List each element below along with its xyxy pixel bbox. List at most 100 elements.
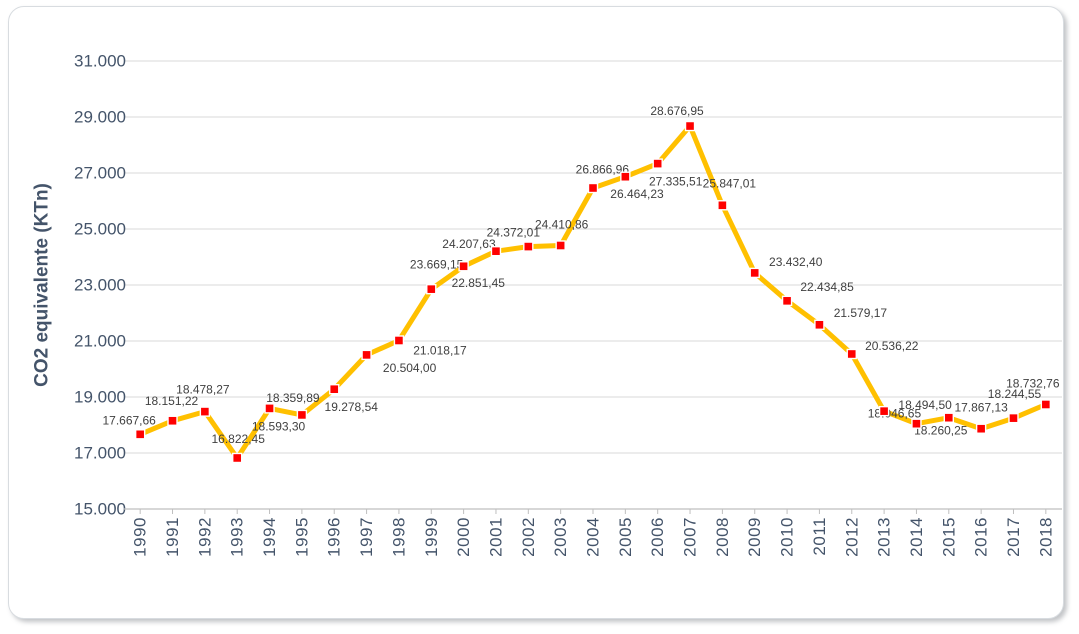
y-axis-tick-label-29.000: 29.000 — [74, 108, 126, 127]
y-axis-tick-label-23.000: 23.000 — [74, 276, 126, 295]
x-axis-tick-label-2013: 2013 — [875, 517, 894, 557]
x-axis-tick-label-2016: 2016 — [972, 517, 991, 557]
data-label-2009: 23.432,40 — [769, 255, 823, 269]
data-label-1996: 19.278,54 — [325, 400, 379, 414]
data-label-1994: 18.593,30 — [252, 419, 306, 433]
y-axis-tick-label-21.000: 21.000 — [74, 332, 126, 351]
x-axis-tick-label-2007: 2007 — [681, 517, 700, 557]
x-axis-tick-label-2000: 2000 — [454, 517, 473, 557]
data-point-marker-1993 — [232, 452, 243, 464]
data-point-marker-1990 — [134, 429, 146, 440]
data-point-marker-2003 — [555, 240, 566, 251]
data-label-2016: 17.867,13 — [954, 401, 1008, 415]
data-point-marker-2010 — [781, 295, 793, 307]
x-axis-tick-label-1995: 1995 — [292, 517, 311, 557]
data-label-2007: 28.676,95 — [650, 104, 704, 118]
data-point-marker-1995 — [296, 409, 308, 421]
data-label-2017: 18.244,55 — [988, 387, 1042, 401]
x-axis-tick-label-2014: 2014 — [907, 517, 926, 557]
x-axis-tick-label-1994: 1994 — [260, 517, 279, 557]
data-label-2018: 18.732,76 — [1006, 376, 1060, 390]
data-point-marker-2002 — [523, 241, 534, 252]
data-point-marker-1998 — [393, 335, 405, 346]
x-axis-tick-label-2017: 2017 — [1004, 517, 1023, 557]
data-point-marker-1992 — [199, 406, 211, 417]
data-point-marker-2006 — [652, 158, 663, 169]
axes-layer: 31.000 29.000 27.000 25.000 23.000 21.000 19.0… — [74, 52, 1062, 557]
data-point-marker-1991 — [167, 415, 178, 426]
data-label-2010: 22.434,85 — [800, 280, 854, 294]
data-point-marker-1994 — [264, 403, 275, 414]
data-point-marker-2004 — [587, 182, 599, 194]
data-label-2000: 23.669,15 — [410, 257, 464, 271]
data-point-marker-2012 — [846, 348, 857, 360]
data-label-1993: 16.822,45 — [212, 432, 266, 446]
y-axis-tick-label-19.000: 19.000 — [74, 388, 126, 407]
data-label-1995: 18.359,89 — [266, 391, 320, 405]
data-label-2005: 26.866,96 — [576, 163, 630, 177]
y-axis-tick-label-25.000: 25.000 — [74, 220, 126, 239]
x-axis-tick-label-1996: 1996 — [325, 517, 344, 557]
x-axis-tick-label-2001: 2001 — [486, 517, 505, 557]
data-point-marker-1996 — [329, 384, 340, 395]
data-point-marker-2013 — [878, 405, 890, 417]
data-label-1991: 18.151,22 — [145, 394, 199, 408]
data-label-2001: 24.207,63 — [442, 237, 496, 251]
x-axis-tick-label-2003: 2003 — [551, 517, 570, 557]
x-axis-tick-label-1999: 1999 — [422, 517, 441, 557]
data-label-2013: 18.494,50 — [898, 398, 952, 412]
data-label-2015: 18.260,25 — [914, 424, 968, 438]
x-axis-tick-label-1990: 1990 — [131, 517, 150, 557]
data-label-2012: 20.536,22 — [865, 339, 919, 353]
data-label-1990: 17.667,66 — [102, 413, 156, 427]
x-axis-tick-label-2006: 2006 — [648, 517, 667, 557]
data-label-1999: 22.851,45 — [452, 276, 506, 290]
chart-frame — [8, 6, 1064, 619]
x-axis-tick-label-1997: 1997 — [357, 517, 376, 557]
x-axis-tick-label-2010: 2010 — [778, 517, 797, 557]
y-axis-tick-label-27.000: 27.000 — [74, 164, 126, 183]
gridlines-layer — [124, 60, 1062, 454]
x-axis-tick-label-2018: 2018 — [1036, 517, 1055, 557]
x-axis-tick-label-1991: 1991 — [163, 517, 182, 557]
y-axis-tick-label-17.000: 17.000 — [74, 444, 126, 463]
data-point-marker-2018 — [1040, 399, 1052, 410]
data-label-1992: 18.478,27 — [176, 383, 230, 397]
data-point-marker-2005 — [620, 171, 631, 182]
data-label-2011: 21.579,17 — [834, 306, 888, 320]
data-label-2006: 27.335,51 — [649, 175, 703, 189]
x-axis-tick-label-1992: 1992 — [195, 517, 214, 557]
data-label-1998: 21.018,17 — [413, 343, 467, 357]
data-label-1997: 20.504,00 — [383, 361, 437, 375]
x-axis-tick-label-2005: 2005 — [616, 517, 635, 557]
data-point-marker-2009 — [749, 267, 760, 279]
data-point-marker-1999 — [426, 283, 437, 295]
x-axis-tick-label-2011: 2011 — [810, 517, 829, 556]
data-point-marker-2007 — [684, 120, 696, 132]
x-axis-tick-label-2012: 2012 — [842, 517, 861, 557]
x-axis-tick-label-2002: 2002 — [519, 517, 538, 557]
data-point-marker-2001 — [490, 245, 502, 257]
data-point-marker-2017 — [1008, 412, 1019, 424]
y-axis-tick-label-31.000: 31.000 — [74, 52, 126, 71]
data-point-marker-2008 — [717, 200, 728, 211]
x-axis-tick-label-2015: 2015 — [939, 517, 958, 557]
y-axis-tick-label-15.000: 15.000 — [74, 500, 126, 519]
data-label-2002: 24.372,01 — [487, 226, 541, 240]
data-label-2008: 25.847,01 — [703, 176, 757, 190]
data-point-marker-2014 — [911, 418, 922, 429]
data-label-2003: 24.410,86 — [535, 217, 589, 231]
data-point-marker-2015 — [943, 412, 954, 423]
markers-layer — [134, 120, 1052, 464]
x-axis-tick-label-2008: 2008 — [713, 517, 732, 557]
data-point-marker-2016 — [975, 423, 987, 434]
data-point-marker-2000 — [458, 261, 469, 272]
x-axis-tick-label-1998: 1998 — [389, 517, 408, 557]
x-axis-tick-label-1993: 1993 — [228, 517, 247, 557]
x-axis-tick-label-2009: 2009 — [745, 517, 764, 557]
y-axis-title: CO2 equivalente (KTn) — [32, 183, 53, 387]
data-point-marker-2011 — [814, 319, 825, 330]
x-axis-tick-label-2004: 2004 — [584, 517, 603, 557]
